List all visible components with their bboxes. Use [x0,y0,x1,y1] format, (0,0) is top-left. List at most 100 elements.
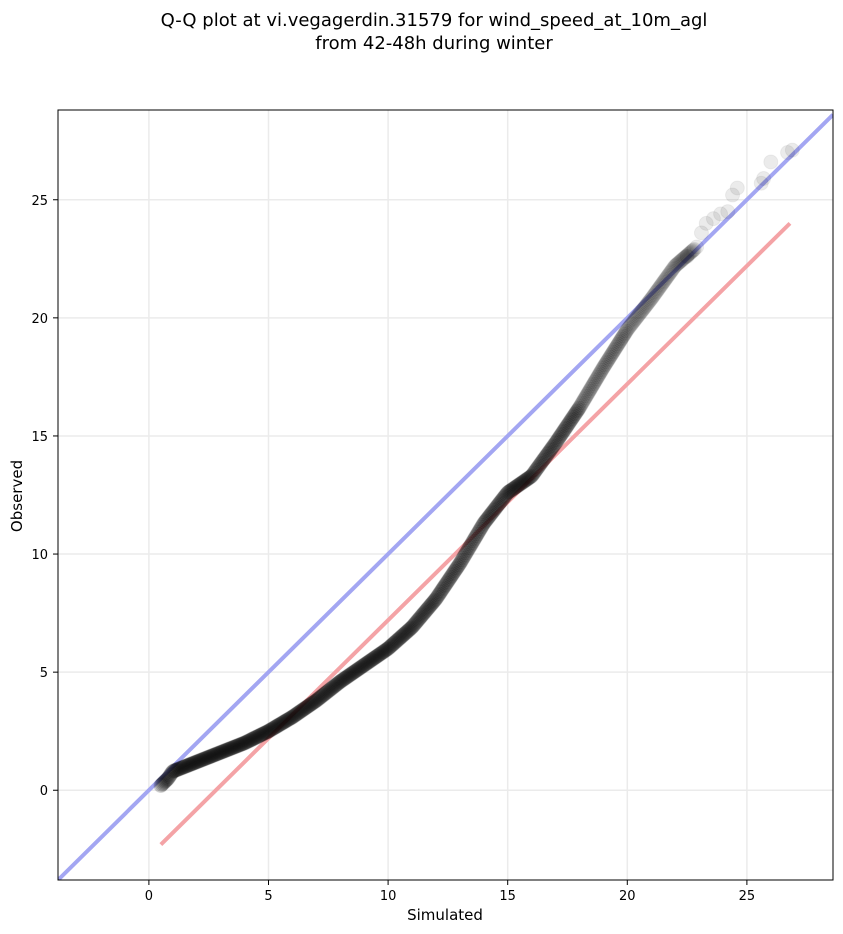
qq-point [574,395,590,411]
qq-tail-point [780,145,796,161]
qq-point [261,723,277,739]
qq-point [183,756,199,772]
qq-point [319,684,335,700]
qq-point [557,421,573,437]
plot-frame [57,109,834,881]
qq-point [329,676,345,692]
qq-point [606,343,622,359]
qq-point [334,673,350,689]
qq-point [398,624,414,640]
qq-point [246,730,262,746]
qq-point [642,292,658,308]
qq-point [492,494,508,510]
qq-point [322,681,338,697]
qq-point [469,526,485,542]
qq-point [164,764,180,780]
qq-point [198,750,214,766]
qq-point [448,561,464,577]
qq-point [493,493,509,509]
qq-point [427,592,443,608]
qq-point [430,587,446,603]
qq-point [217,743,233,759]
qq-point [559,418,575,434]
qq-point [519,471,535,487]
qq-point [586,376,602,392]
qq-point [260,724,276,740]
qq-point [603,347,619,363]
qq-tail-point [693,225,709,241]
qq-tail-point [689,239,705,255]
qq-point [563,412,579,428]
qq-point [446,565,462,581]
qq-point [623,317,639,333]
qq-point [673,253,689,269]
qq-point [254,727,270,743]
qq-point [356,657,372,673]
qq-point [417,604,433,620]
qq-point [535,452,551,468]
qq-point [539,446,555,462]
qq-point [525,466,541,482]
qq-point [494,492,510,508]
qq-point [173,760,189,776]
qq-point [511,477,527,493]
qq-point [558,420,574,436]
qq-point [344,665,360,681]
qq-point [379,641,395,657]
qq-point [527,463,543,479]
qq-point [617,325,633,341]
qq-point [163,766,179,782]
qq-point [635,302,651,318]
qq-point [307,693,323,709]
qq-point [315,687,331,703]
qq-point [397,625,413,641]
qq-point [363,653,379,669]
qq-point [476,516,492,532]
qq-point [192,753,208,769]
identity-line [58,113,833,880]
qq-point [576,391,592,407]
qq-point [326,679,342,695]
qq-point [243,732,259,748]
qq-point [232,737,248,753]
qq-point [263,722,279,738]
qq-point [280,711,296,727]
qq-point [262,722,278,738]
qq-point [308,693,324,709]
qq-point [486,502,502,518]
qq-point [310,691,326,707]
qq-point [249,729,265,745]
qq-point [542,442,558,458]
x-tick-label: 0 [145,889,153,904]
qq-point [380,641,396,657]
qq-point [176,759,192,775]
qq-point [458,545,474,561]
qq-point [614,330,630,346]
qq-point [579,386,595,402]
qq-point [575,393,591,409]
qq-point [384,637,400,653]
qq-point [354,658,370,674]
qq-point [441,572,457,588]
fit-line [159,221,792,846]
qq-point [161,769,177,785]
qq-point [353,659,369,675]
qq-point [660,268,676,284]
qq-point [155,775,171,791]
qq-point [568,405,584,421]
qq-point [439,575,455,591]
qq-point [421,599,437,615]
qq-point [358,656,374,672]
qq-point [645,288,661,304]
qq-point [590,369,606,385]
qq-point [295,702,311,718]
qq-point [680,247,696,263]
qq-point [513,476,529,492]
qq-point [659,270,675,286]
qq-point [423,597,439,613]
qq-point [286,708,302,724]
qq-point [321,682,337,698]
qq-point [207,747,223,763]
qq-point [409,614,425,630]
qq-point [468,528,484,544]
